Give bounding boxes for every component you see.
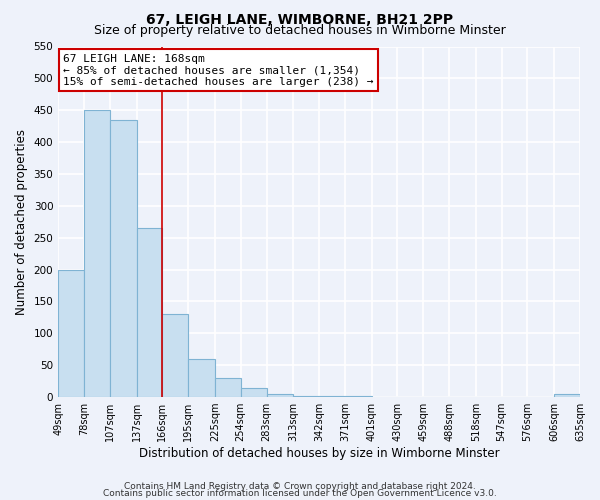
Text: Contains public sector information licensed under the Open Government Licence v3: Contains public sector information licen… [103,489,497,498]
Bar [58,270,84,397]
Bar [110,120,137,397]
Bar [188,359,215,397]
Y-axis label: Number of detached properties: Number of detached properties [15,129,28,315]
X-axis label: Distribution of detached houses by size in Wimborne Minster: Distribution of detached houses by size … [139,447,499,460]
Text: Contains HM Land Registry data © Crown copyright and database right 2024.: Contains HM Land Registry data © Crown c… [124,482,476,491]
Bar [266,394,293,397]
Bar [163,314,188,397]
Bar [345,396,371,397]
Text: 67 LEIGH LANE: 168sqm
← 85% of detached houses are smaller (1,354)
15% of semi-d: 67 LEIGH LANE: 168sqm ← 85% of detached … [64,54,374,86]
Text: 67, LEIGH LANE, WIMBORNE, BH21 2PP: 67, LEIGH LANE, WIMBORNE, BH21 2PP [146,12,454,26]
Bar [84,110,110,397]
Bar [241,388,266,397]
Bar [293,396,319,397]
Text: Size of property relative to detached houses in Wimborne Minster: Size of property relative to detached ho… [94,24,506,37]
Bar [319,396,345,397]
Bar [554,394,580,397]
Bar [215,378,241,397]
Bar [137,228,163,397]
